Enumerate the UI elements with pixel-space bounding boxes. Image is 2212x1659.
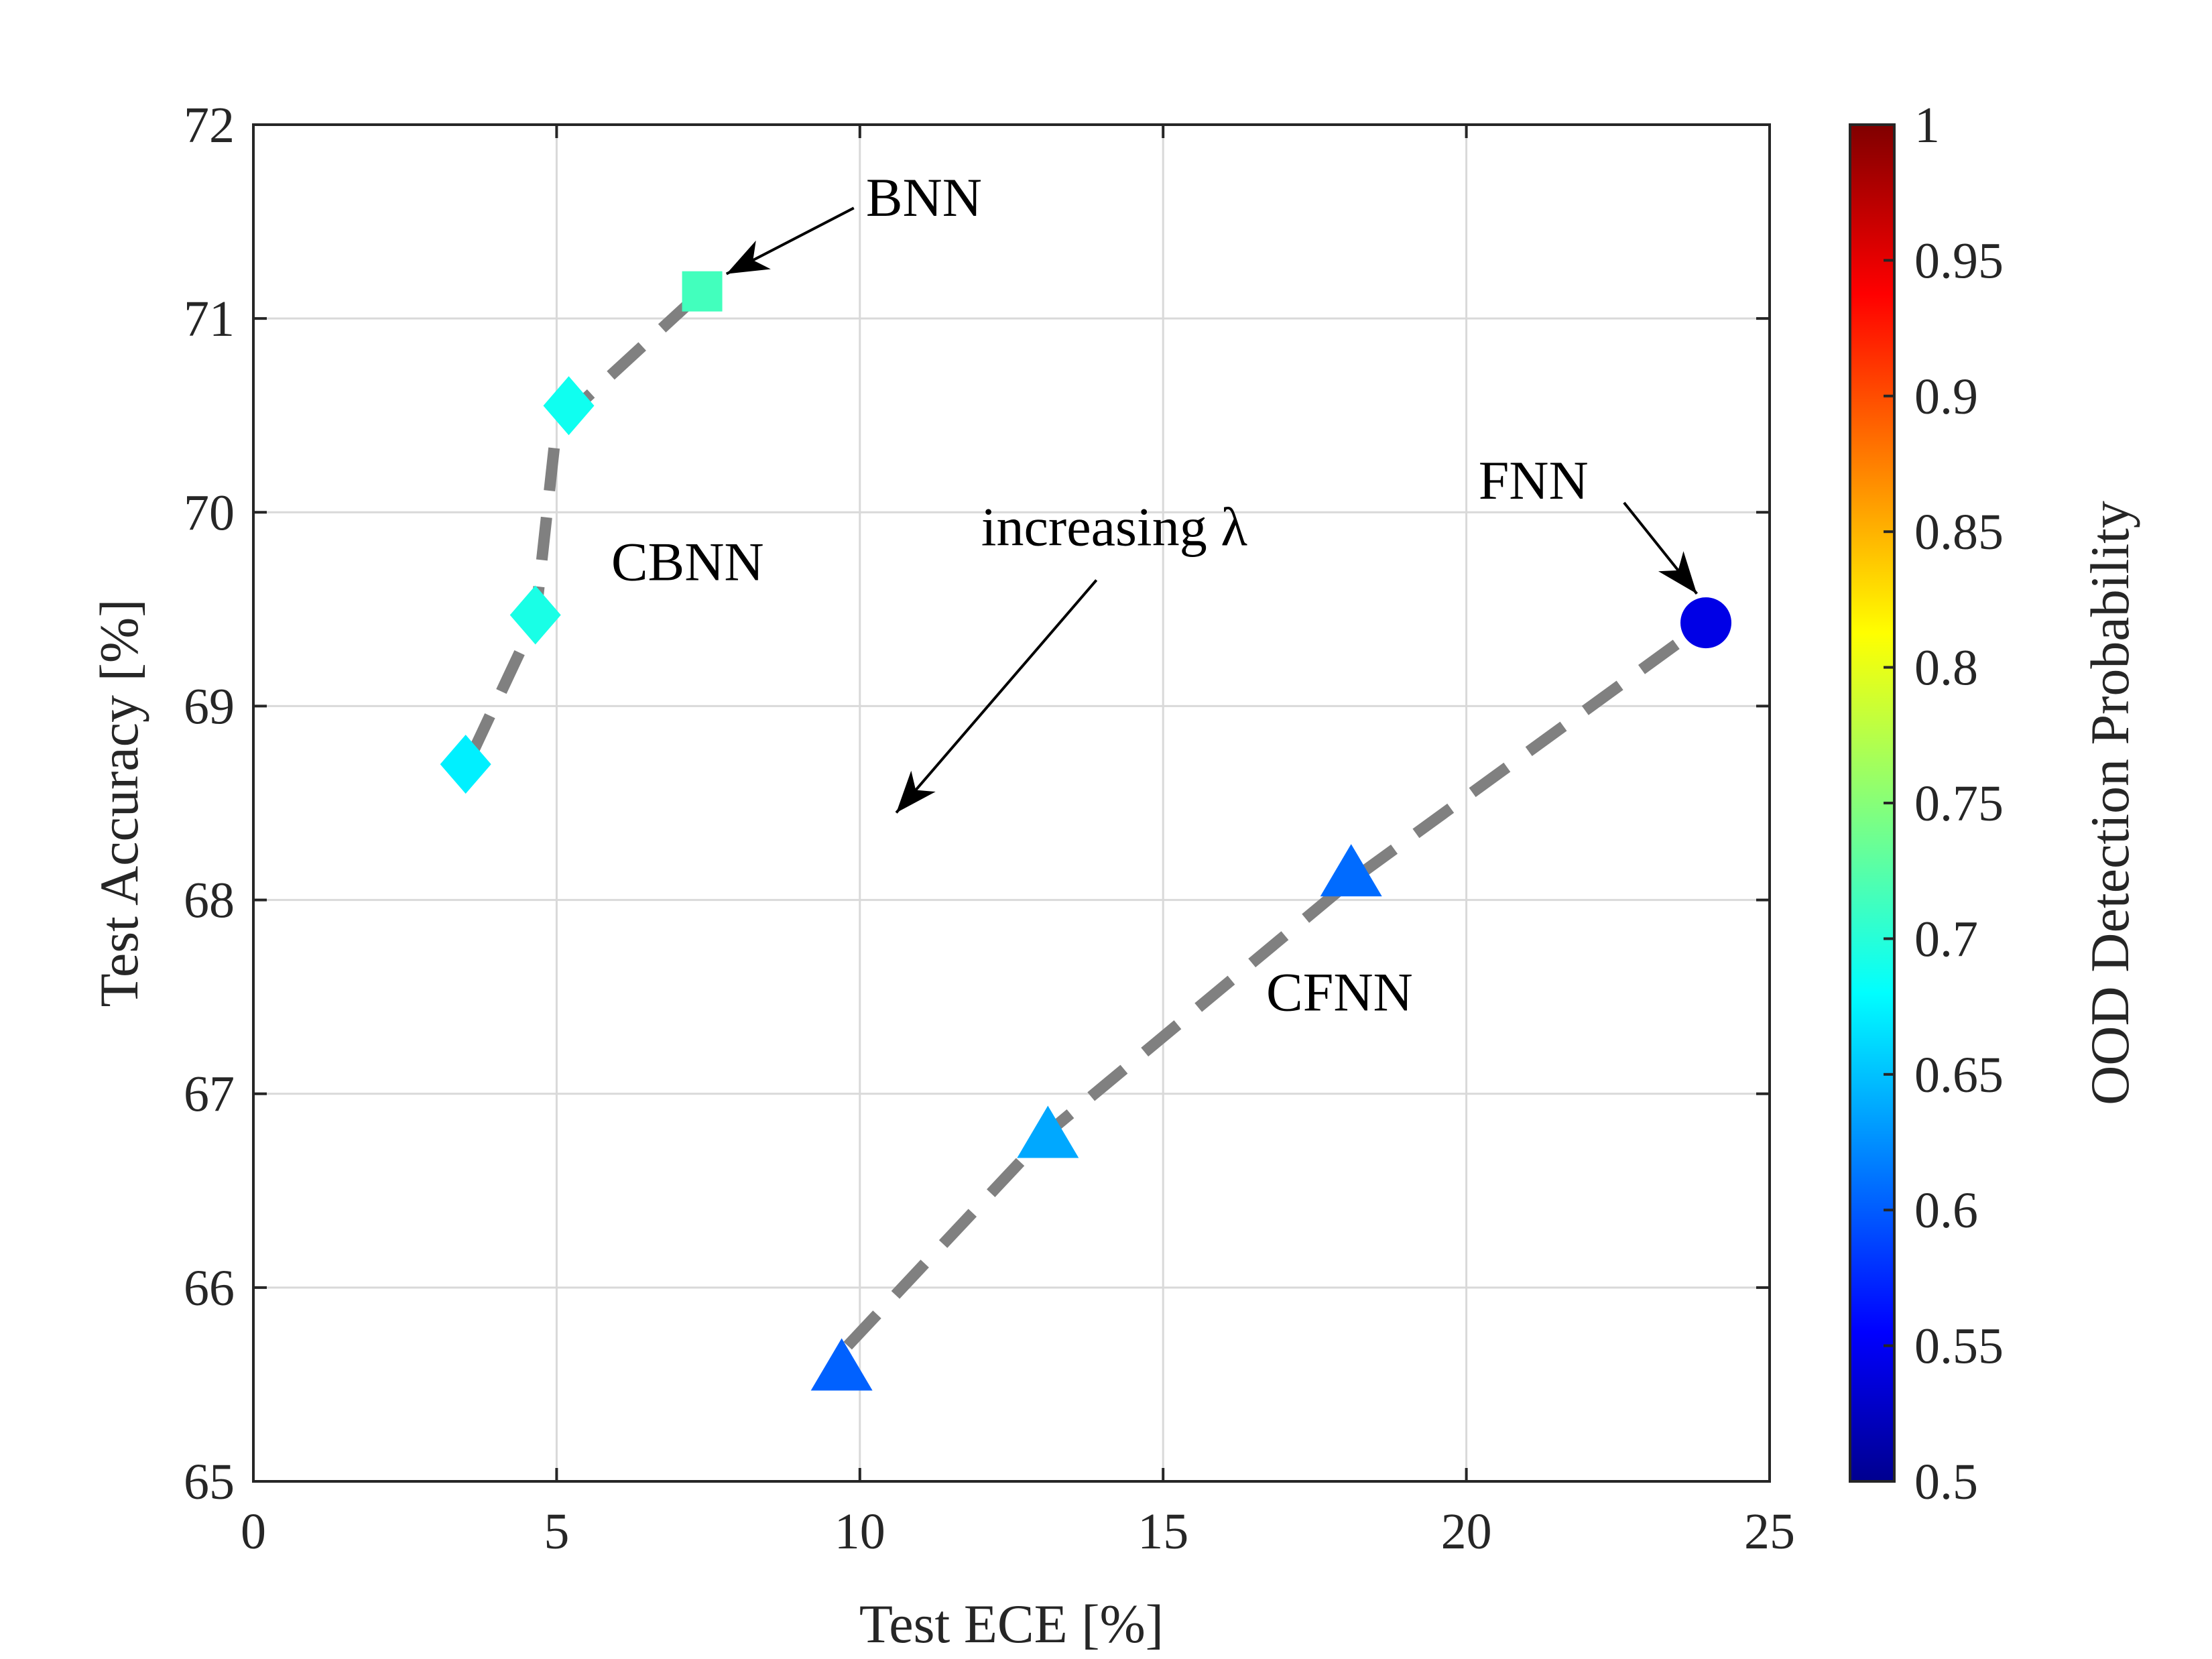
colorbar-tick-label: 0.7 (1914, 911, 1978, 967)
diamond-marker (509, 585, 561, 645)
trend-lines (467, 287, 1709, 1350)
colorbar-tick-label: 0.75 (1914, 776, 2004, 832)
x-tick-label: 25 (1744, 1503, 1795, 1560)
circle-marker (1680, 597, 1731, 649)
diamond-marker (440, 735, 491, 794)
colorbar-tick-label: 0.9 (1914, 369, 1978, 425)
square-marker (682, 271, 723, 312)
colorbar-title: OOD Detection Probability (2079, 501, 2140, 1105)
annotation-label: FNN (1479, 450, 1589, 511)
y-tick-label: 72 (184, 97, 235, 153)
annotation-label: BNN (866, 167, 982, 228)
colorbar-tick-label: 0.8 (1914, 640, 1978, 696)
data-markers (440, 271, 1731, 1391)
colorbar-tick-label: 0.85 (1914, 504, 2004, 560)
colorbar-tick-label: 0.55 (1914, 1318, 2004, 1375)
y-tick-label: 65 (184, 1454, 235, 1510)
annotation-label: CBNN (611, 531, 764, 592)
annotation-arrow-head (1658, 551, 1697, 594)
y-tick-label: 66 (184, 1260, 235, 1316)
x-tick-label: 20 (1441, 1503, 1492, 1560)
dashed-line (467, 287, 706, 757)
colorbar-tick-label: 0.6 (1914, 1182, 1978, 1239)
triangle-marker (1017, 1105, 1079, 1158)
y-tick-label: 67 (184, 1066, 235, 1123)
x-tick-label: 5 (544, 1503, 569, 1560)
annotation-label: increasing λ (981, 496, 1247, 557)
annotation-arrow-head (896, 770, 936, 813)
x-tick-label: 10 (835, 1503, 885, 1560)
y-tick-label: 70 (184, 485, 235, 541)
colorbar-tick-label: 0.5 (1914, 1454, 1978, 1510)
dashed-line (843, 618, 1709, 1350)
x-tick-label: 0 (241, 1503, 266, 1560)
plot-frame (252, 123, 1771, 1483)
diamond-marker (543, 376, 595, 436)
x-tick-label: 15 (1138, 1503, 1188, 1560)
grid-lines (253, 125, 1770, 1481)
y-tick-label: 68 (184, 873, 235, 929)
annotation-label: CFNN (1266, 961, 1413, 1022)
colorbar-tick-label: 0.65 (1914, 1047, 2004, 1103)
x-axis-title: Test ECE [%] (859, 1593, 1164, 1654)
y-tick-label: 71 (184, 291, 235, 347)
colorbar-tick-label: 0.95 (1914, 233, 2004, 289)
triangle-marker (1320, 844, 1382, 897)
colorbar-tick-label: 1 (1914, 97, 1940, 153)
y-tick-label: 69 (184, 678, 235, 735)
y-axis-title: Test Accuracy [%] (88, 599, 149, 1007)
annotation-arrow-head (726, 240, 771, 274)
annotation-arrow-shaft (895, 579, 1098, 814)
axes: 0 5 10 15 20 25 65 66 67 68 69 70 71 72 Test ECE [%] Te… (88, 97, 1795, 1654)
triangle-marker (810, 1338, 873, 1391)
annotations: BNN CBNN increasing λ FNN CFNN (611, 167, 1698, 1022)
colorbar: 0.5 0.55 0.6 0.65 0.7 0.75 0.8 0.85 0.9 0.95 1 OOD … (1849, 97, 2140, 1510)
